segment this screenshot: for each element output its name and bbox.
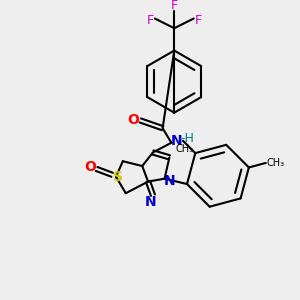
Text: F: F bbox=[146, 14, 154, 27]
Text: -H: -H bbox=[180, 132, 194, 146]
Text: F: F bbox=[195, 14, 202, 27]
Text: N: N bbox=[170, 134, 182, 148]
Text: S: S bbox=[113, 170, 123, 184]
Text: CH₃: CH₃ bbox=[176, 143, 194, 154]
Text: O: O bbox=[84, 160, 96, 174]
Text: N: N bbox=[164, 174, 175, 188]
Text: CH₃: CH₃ bbox=[266, 158, 284, 168]
Text: N: N bbox=[145, 195, 157, 209]
Text: O: O bbox=[128, 113, 140, 128]
Text: F: F bbox=[171, 0, 178, 12]
